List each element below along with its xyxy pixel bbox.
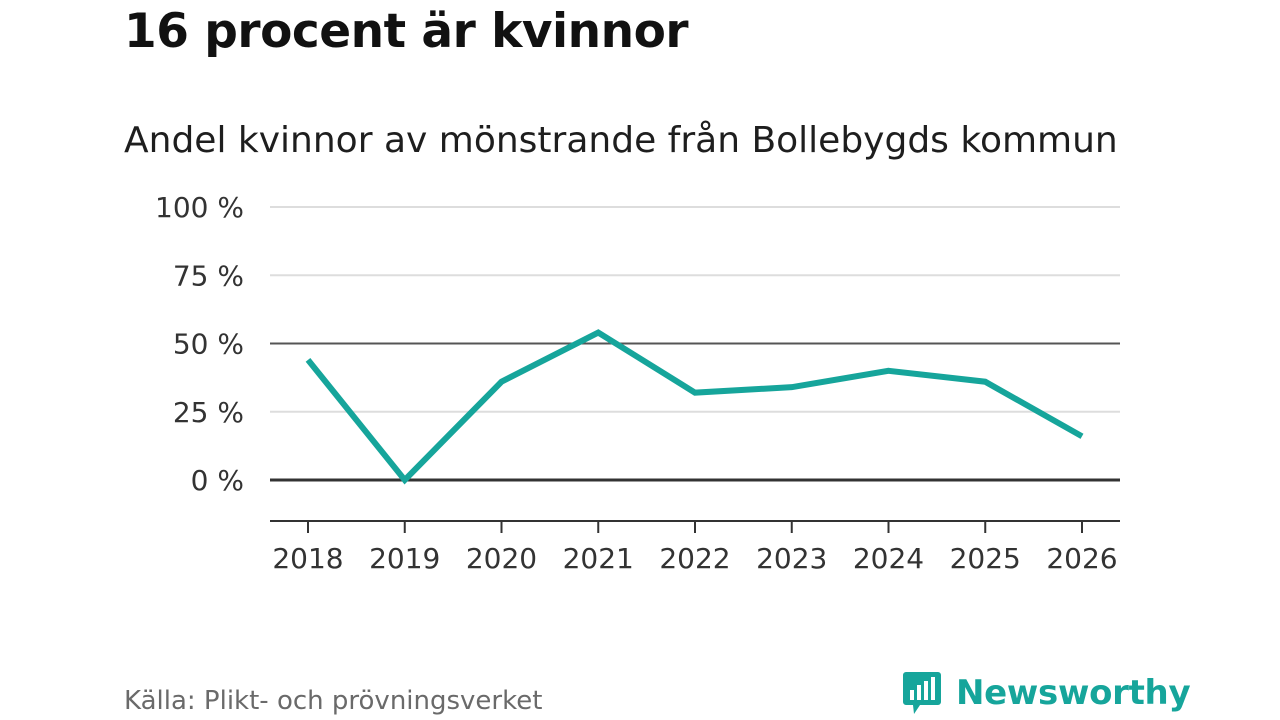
brand-mark[interactable]: Newsworthy — [902, 670, 1191, 716]
series-layer — [305, 329, 1084, 485]
x-tick-label: 2018 — [272, 542, 343, 575]
grid-layer — [270, 206, 1120, 482]
x-tick-label: 2020 — [466, 542, 537, 575]
x-tick-label: 2019 — [369, 542, 440, 575]
x-tick-label: 2021 — [563, 542, 634, 575]
x-tick-label: 2023 — [756, 542, 827, 575]
x-tick-label: 2026 — [1046, 542, 1117, 575]
y-axis-ticks: 0 % 25 % 50 % 75 % 100 % — [155, 191, 244, 497]
chart-subtitle: Andel kvinnor av mönstrande från Bolleby… — [124, 120, 1118, 161]
series-line-0 — [305, 329, 1084, 485]
page-title: 16 procent är kvinnor — [124, 4, 689, 59]
x-tick-label: 2025 — [950, 542, 1021, 575]
y-tick-label: 25 % — [173, 396, 244, 429]
x-tick-label: 2022 — [659, 542, 730, 575]
newsworthy-logo-icon — [903, 672, 941, 714]
y-tick-label: 50 % — [173, 328, 244, 361]
x-tick-label: 2024 — [853, 542, 924, 575]
x-axis: 2018 2019 2020 2021 2022 2023 2024 2025 2026 — [270, 520, 1120, 575]
y-tick-label: 100 % — [155, 191, 244, 224]
y-tick-label: 0 % — [191, 464, 244, 497]
y-tick-label: 75 % — [173, 259, 244, 292]
source-note: Källa: Plikt- och prövningsverket — [124, 686, 543, 716]
brand-name: Newsworthy — [956, 673, 1191, 713]
